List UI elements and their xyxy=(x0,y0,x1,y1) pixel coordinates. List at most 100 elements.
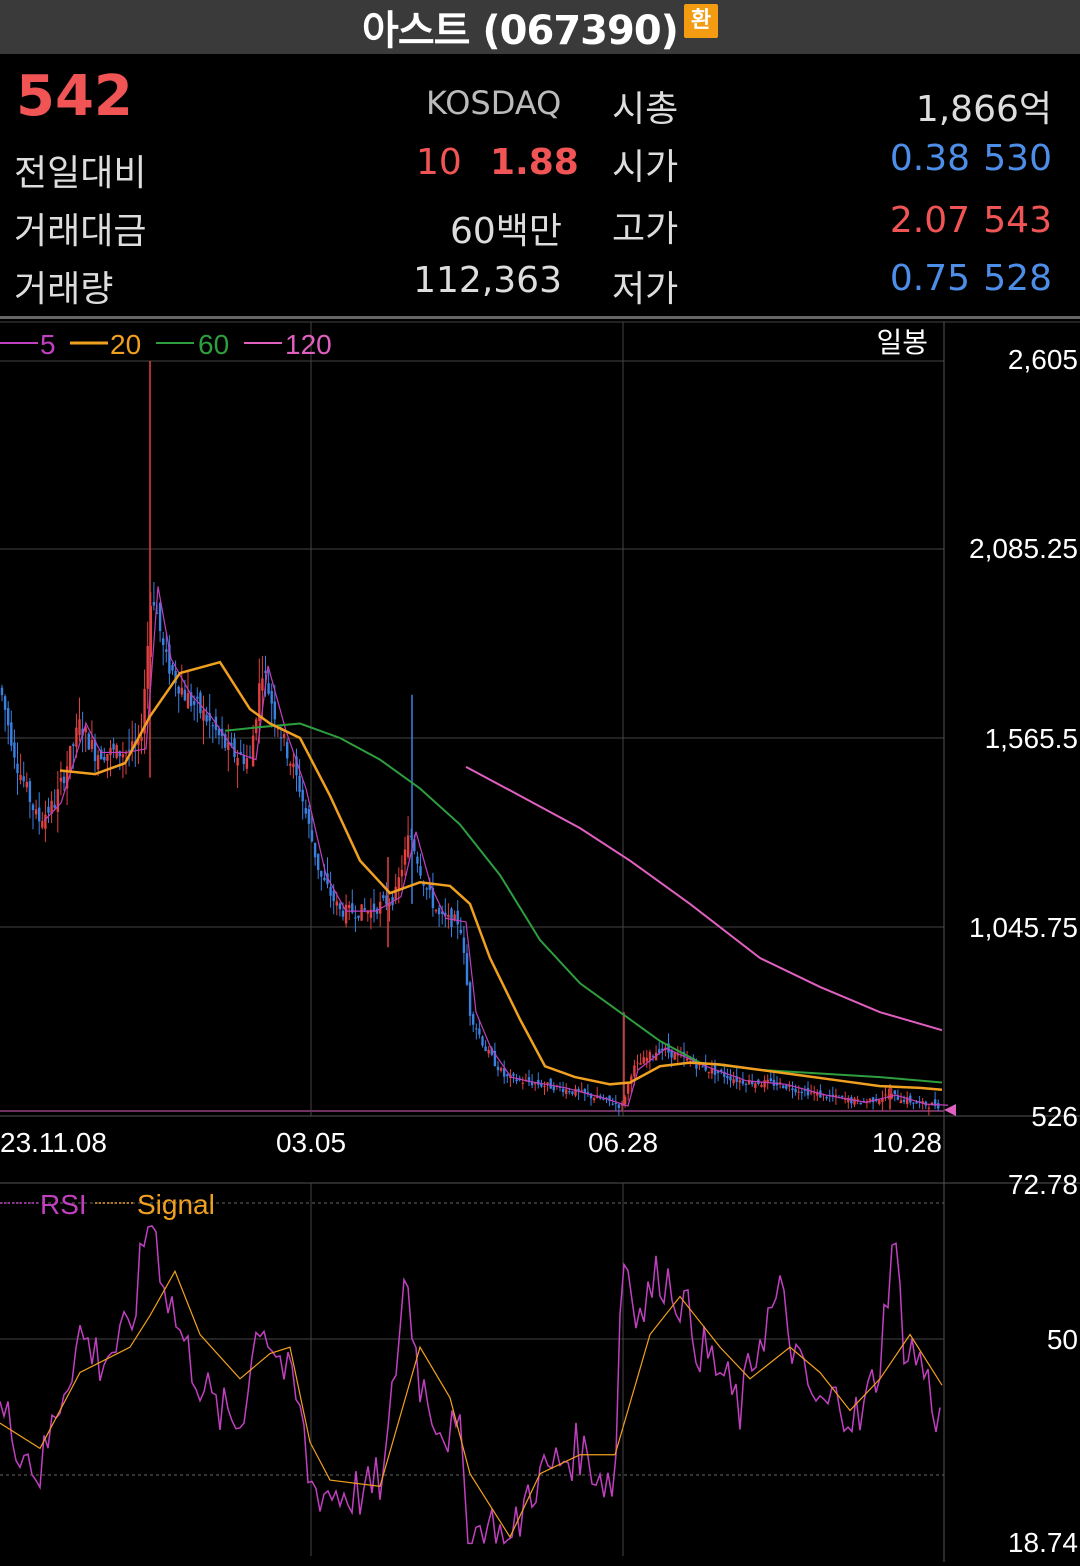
candle-body xyxy=(149,605,152,657)
candle-body xyxy=(441,911,444,914)
candle-body xyxy=(261,678,264,691)
volume-value: 112,363 xyxy=(413,260,562,301)
candle-body xyxy=(78,719,81,736)
y-tick-label: 1,565.5 xyxy=(985,723,1078,754)
candle-body xyxy=(732,1079,735,1084)
candle-body xyxy=(400,869,404,877)
y-tick-label: 2,085.25 xyxy=(969,533,1078,564)
candle-body xyxy=(13,742,16,758)
candle-body xyxy=(341,910,345,917)
candle-body xyxy=(493,1050,497,1066)
candle-body xyxy=(127,749,131,751)
period-label[interactable]: 일봉 xyxy=(876,327,928,358)
candle-body xyxy=(906,1097,909,1105)
candle-body xyxy=(751,1081,754,1085)
candle-body xyxy=(121,754,125,758)
candle-body xyxy=(608,1095,611,1102)
candle-body xyxy=(286,741,289,759)
candle-body xyxy=(388,903,391,907)
candle-body xyxy=(465,953,469,985)
candle-body xyxy=(224,734,227,748)
candle-body xyxy=(766,1079,769,1083)
candle-body xyxy=(788,1085,791,1087)
candle-body xyxy=(592,1098,596,1101)
candle-body xyxy=(487,1049,490,1054)
candle-body xyxy=(65,766,69,789)
candle-body xyxy=(16,763,19,774)
candle-body xyxy=(38,807,41,822)
candle-body xyxy=(527,1077,531,1083)
candle-body xyxy=(605,1097,608,1099)
candle-body xyxy=(561,1088,565,1093)
candle-body xyxy=(109,747,112,755)
candle-body xyxy=(645,1057,648,1062)
candle-body xyxy=(720,1069,723,1072)
candle-body xyxy=(462,937,466,953)
candle-body xyxy=(636,1062,639,1064)
candle-body xyxy=(534,1083,537,1085)
candle-body xyxy=(338,903,342,910)
candle-body xyxy=(834,1094,838,1097)
candle-body xyxy=(425,888,428,890)
exchange-badge[interactable]: 환 xyxy=(683,4,718,38)
volume-label: 거래량 xyxy=(14,269,114,310)
candle-body xyxy=(797,1091,800,1093)
ma5-line xyxy=(43,586,949,1107)
candle-body xyxy=(530,1081,534,1086)
candle-body xyxy=(264,670,267,673)
candle-body xyxy=(701,1066,704,1068)
candle-body xyxy=(397,877,400,890)
candle-body xyxy=(171,665,174,671)
candle-body xyxy=(667,1043,670,1053)
candle-body xyxy=(651,1055,655,1057)
candle-body xyxy=(53,804,56,808)
chart-svg[interactable]: 5 20 60 120 일봉 2,605 2,085.25 1,565.5 1,… xyxy=(0,319,1080,1562)
candle-body xyxy=(143,688,146,734)
candle-body xyxy=(81,728,84,736)
candle-body xyxy=(335,901,338,906)
candle-body xyxy=(155,612,159,614)
candle-body xyxy=(602,1098,605,1100)
candle-body xyxy=(298,775,301,792)
current-price: 542 xyxy=(16,64,133,129)
candle-body xyxy=(546,1082,549,1085)
candle-body xyxy=(332,890,335,901)
candle-body xyxy=(840,1096,844,1098)
candle-body xyxy=(809,1092,813,1094)
candle-body xyxy=(236,757,239,766)
y-tick-label: 1,045.75 xyxy=(969,912,1078,943)
candle-body xyxy=(385,895,388,905)
high-value: 543 xyxy=(983,200,1052,241)
candle-body xyxy=(406,835,410,857)
legend-ma5: 5 xyxy=(40,329,56,360)
candle-body xyxy=(242,754,245,764)
candle-body xyxy=(716,1071,720,1074)
candle-body xyxy=(56,789,59,812)
candle-body xyxy=(140,737,143,741)
candle-body xyxy=(769,1078,772,1081)
candle-body xyxy=(267,683,270,694)
candle-body xyxy=(158,602,162,632)
candle-body xyxy=(623,1096,627,1105)
candle-body xyxy=(25,781,28,788)
candle-body xyxy=(90,740,94,749)
candle-body xyxy=(93,740,97,762)
candle-body xyxy=(611,1103,614,1105)
candle-body xyxy=(648,1052,652,1061)
candle-body xyxy=(447,914,450,918)
candle-body xyxy=(59,777,63,782)
candle-body xyxy=(375,908,379,914)
price-chart-area[interactable]: 5 20 60 120 일봉 2,605 2,085.25 1,565.5 1,… xyxy=(0,319,1080,1562)
candle-body xyxy=(878,1099,881,1105)
candle-body xyxy=(778,1082,782,1084)
candle-body xyxy=(196,696,199,699)
title-bar: 아스트 (067390) 환 xyxy=(0,0,1080,54)
candle-body xyxy=(685,1058,689,1061)
candle-body xyxy=(428,884,431,890)
candle-body xyxy=(202,710,205,721)
candle-body xyxy=(738,1080,741,1083)
candle-body xyxy=(348,905,351,909)
candle-body xyxy=(360,904,363,921)
candle-body xyxy=(96,755,100,770)
rsi-y-tick-label: 18.74 xyxy=(1008,1527,1078,1558)
